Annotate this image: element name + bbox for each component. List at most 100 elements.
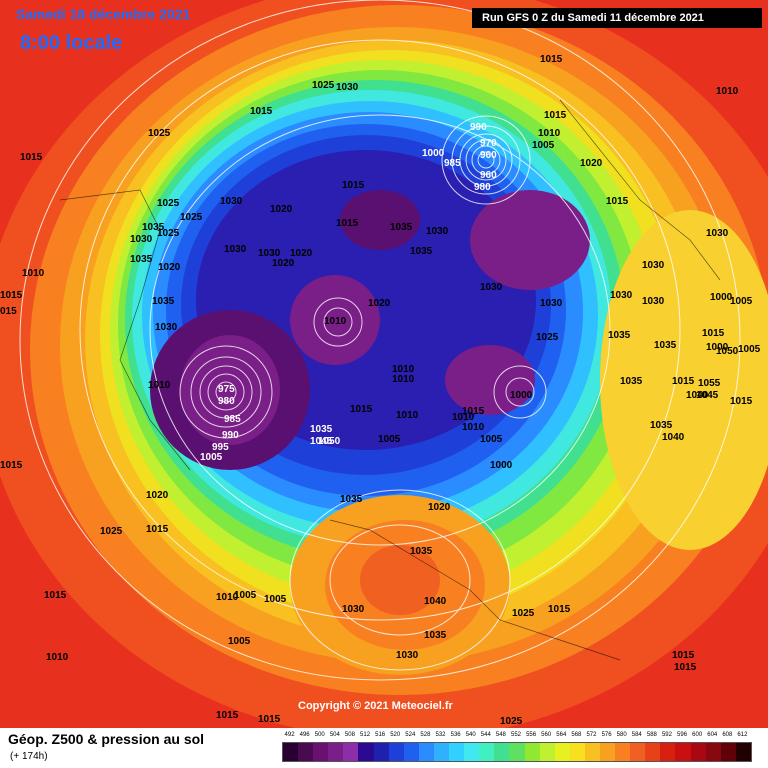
isobar-line bbox=[329, 524, 471, 636]
pressure-label: 1010 bbox=[452, 412, 475, 423]
legend-swatch bbox=[298, 743, 314, 761]
pressure-label: 1000 bbox=[710, 292, 733, 303]
pressure-label: 1010 bbox=[148, 380, 171, 391]
legend-value: 516 bbox=[375, 732, 386, 738]
forecast-date: Samedi 18 décembre 2021 bbox=[16, 6, 191, 22]
copyright: Copyright © 2021 Meteociel.fr bbox=[298, 700, 453, 712]
pressure-label: 1005 bbox=[228, 636, 251, 647]
pressure-label: 1010 bbox=[22, 268, 45, 279]
legend-swatch bbox=[675, 743, 691, 761]
isobar-line bbox=[471, 145, 501, 175]
pressure-label: 1025 bbox=[148, 128, 171, 139]
pressure-label: 1040 bbox=[424, 596, 447, 607]
legend-labels: 492 496 500 504 508 512 516 520 524 528 532 536 540 5… bbox=[282, 732, 750, 742]
pressure-label: 1010 bbox=[538, 128, 561, 139]
pressure-label: 970 bbox=[480, 138, 497, 149]
legend-value: 552 bbox=[510, 732, 522, 738]
pressure-label: 1020 bbox=[146, 490, 169, 501]
pressure-label: 1015 bbox=[0, 460, 23, 471]
pressure-label: 1035 bbox=[130, 254, 153, 265]
pressure-label: 1015 bbox=[702, 328, 725, 339]
pressure-label: 1015 bbox=[672, 650, 695, 661]
pressure-label: 1005 bbox=[480, 434, 503, 445]
pressure-label: 1035 bbox=[340, 494, 363, 505]
pressure-label: 1015 bbox=[548, 604, 571, 615]
pressure-label: 1055 bbox=[698, 378, 721, 389]
pressure-label: 1030 bbox=[540, 298, 563, 309]
legend-swatch bbox=[705, 743, 721, 761]
pressure-label: 1025 bbox=[512, 608, 535, 619]
pressure-label: 1015 bbox=[20, 152, 43, 163]
pressure-label: 1020 bbox=[158, 262, 181, 273]
pressure-label: 1040 bbox=[662, 432, 685, 443]
pressure-label: 1030 bbox=[426, 226, 449, 237]
pressure-label: 1010 bbox=[396, 410, 419, 421]
pressure-label: 1020 bbox=[270, 204, 293, 215]
pressure-label: 1035 bbox=[620, 376, 643, 387]
legend-swatch bbox=[328, 743, 344, 761]
coastline bbox=[559, 99, 721, 281]
pressure-label: 1045 bbox=[310, 436, 333, 447]
isobar-line bbox=[179, 345, 273, 439]
pressure-label: 1000 bbox=[422, 148, 445, 159]
forecast-time: 8:00 locale bbox=[20, 32, 123, 54]
pressure-label: 1015 bbox=[674, 662, 697, 673]
legend-swatch bbox=[524, 743, 540, 761]
pressure-label: 1000 bbox=[706, 342, 729, 353]
pressure-label: 1035 bbox=[410, 246, 433, 257]
pressure-label: 1030 bbox=[336, 82, 359, 93]
legend-swatch bbox=[358, 743, 374, 761]
pressure-label: 960 bbox=[480, 150, 497, 161]
pressure-label: 1030 bbox=[258, 248, 281, 259]
pressure-label: 1015 bbox=[730, 396, 753, 407]
legend-value: 604 bbox=[707, 732, 718, 738]
pressure-label: 1015 bbox=[44, 590, 67, 601]
pressure-label: 1025 bbox=[180, 212, 203, 223]
legend-value: 492 bbox=[284, 732, 295, 738]
contour-band bbox=[290, 275, 380, 365]
pressure-label: 1015 bbox=[606, 196, 629, 207]
pressure-label: 1030 bbox=[642, 296, 665, 307]
legend-swatch bbox=[373, 743, 389, 761]
legend-value: 544 bbox=[480, 732, 491, 738]
pressure-label: 1035 bbox=[608, 330, 631, 341]
legend-swatch bbox=[720, 743, 736, 761]
legend-value: 592 bbox=[661, 732, 672, 738]
pressure-label: 980 bbox=[218, 396, 235, 407]
legend-value: 500 bbox=[314, 732, 325, 738]
pressure-label: 1015 bbox=[146, 524, 169, 535]
pressure-label: 1020 bbox=[290, 248, 313, 259]
legend-value: 596 bbox=[677, 732, 688, 738]
legend-value: 532 bbox=[435, 732, 446, 738]
pressure-label: 1015 bbox=[350, 404, 373, 415]
legend-swatch bbox=[343, 743, 359, 761]
legend-value: 548 bbox=[495, 732, 506, 738]
legend-swatch bbox=[403, 743, 419, 761]
contour-band bbox=[600, 210, 768, 550]
legend-swatch bbox=[283, 743, 299, 761]
pressure-label: 1015 bbox=[672, 376, 695, 387]
legend-value: 600 bbox=[692, 732, 703, 738]
pressure-label: 1000 bbox=[490, 460, 513, 471]
pressure-label: 1020 bbox=[428, 502, 451, 513]
legend-swatch bbox=[479, 743, 495, 761]
pressure-label: 1010 bbox=[392, 364, 415, 375]
pressure-label: 1010 bbox=[392, 374, 415, 385]
pressure-label: 1025 bbox=[100, 526, 123, 537]
legend-swatch bbox=[388, 743, 404, 761]
isobar-line bbox=[459, 133, 513, 187]
isobar-line bbox=[313, 297, 363, 347]
pressure-label: 1025 bbox=[157, 198, 180, 209]
pressure-label: 1035 bbox=[410, 546, 433, 557]
legend-value: 524 bbox=[405, 732, 416, 738]
coastline bbox=[59, 189, 191, 471]
legend-swatch bbox=[645, 743, 661, 761]
pressure-label: 1020 bbox=[272, 258, 295, 269]
pressure-label: 990 bbox=[470, 122, 487, 133]
legend-swatch bbox=[630, 743, 646, 761]
isobar-line bbox=[493, 365, 547, 419]
pressure-label: 1025 bbox=[536, 332, 559, 343]
pressure-label: 1010 bbox=[324, 316, 347, 327]
pressure-label: 1030 bbox=[480, 282, 503, 293]
pressure-label: 1005 bbox=[532, 140, 555, 151]
